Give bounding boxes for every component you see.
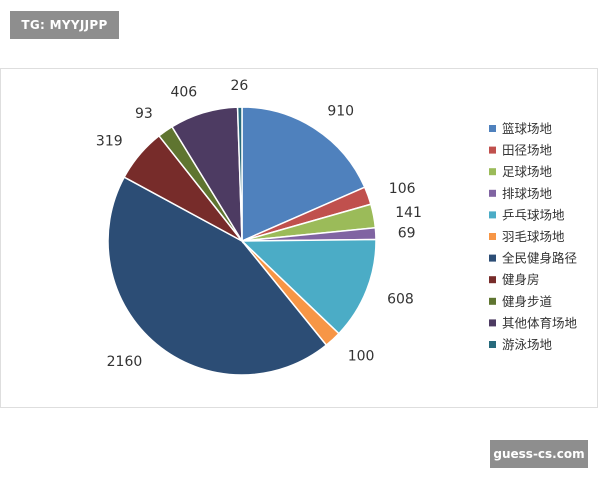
legend-swatch-5 [489, 211, 496, 219]
pie-chart: 910 106 141 69 608 100 2160 319 93 406 26 篮球场地田径场地… [96, 78, 578, 376]
watermark-bottom: guess-cs.com [490, 440, 588, 468]
legend-label-6: 羽毛球场地 [502, 229, 565, 244]
legend-swatch-2 [489, 146, 496, 154]
legend-label-3: 足球场地 [502, 164, 553, 179]
legend-label-11: 游泳场地 [502, 337, 553, 352]
legend: 篮球场地田径场地足球场地排球场地乒乓球场地羽毛球场地全民健身路径健身房健身步道其… [489, 121, 578, 352]
legend-swatch-7 [489, 254, 496, 262]
legend-swatch-3 [489, 168, 496, 176]
legend-swatch-10 [489, 319, 496, 327]
legend-swatch-11 [489, 341, 496, 348]
slice-11 [236, 106, 243, 242]
value-label-4: 69 [398, 225, 416, 241]
legend-label-2: 田径场地 [502, 143, 553, 158]
value-label-11: 26 [231, 78, 249, 94]
legend-swatch-4 [489, 189, 496, 197]
legend-label-5: 乒乓球场地 [502, 207, 565, 222]
legend-label-10: 其他体育场地 [502, 315, 578, 330]
value-labels: 910 106 141 69 608 100 2160 319 93 406 26 [96, 78, 422, 370]
slice-1 [241, 106, 366, 243]
slice-5 [240, 238, 377, 335]
legend-label-7: 全民健身路径 [502, 251, 577, 266]
chart-frame: 910 106 141 69 608 100 2160 319 93 406 26 篮球场地田径场地… [0, 68, 598, 408]
value-label-5: 608 [387, 291, 414, 307]
legend-label-9: 健身步道 [502, 294, 553, 309]
value-label-7: 2160 [107, 354, 143, 370]
value-label-3: 141 [395, 205, 422, 221]
legend-swatch-8 [489, 276, 496, 284]
value-label-9: 93 [135, 106, 153, 122]
legend-label-1: 篮球场地 [502, 121, 553, 136]
legend-label-8: 健身房 [502, 272, 540, 287]
value-label-1: 910 [327, 103, 354, 119]
legend-swatch-1 [489, 125, 496, 132]
value-label-10: 406 [170, 85, 197, 101]
pie-slices [107, 106, 377, 376]
value-label-2: 106 [389, 181, 416, 197]
value-label-6: 100 [348, 349, 375, 365]
legend-label-4: 排球场地 [502, 186, 553, 201]
value-label-8: 319 [96, 134, 123, 150]
watermark-top: TG: MYYJJPP [10, 11, 119, 39]
legend-swatch-6 [489, 233, 496, 240]
slice-7 [107, 176, 328, 376]
legend-swatch-9 [489, 297, 496, 305]
